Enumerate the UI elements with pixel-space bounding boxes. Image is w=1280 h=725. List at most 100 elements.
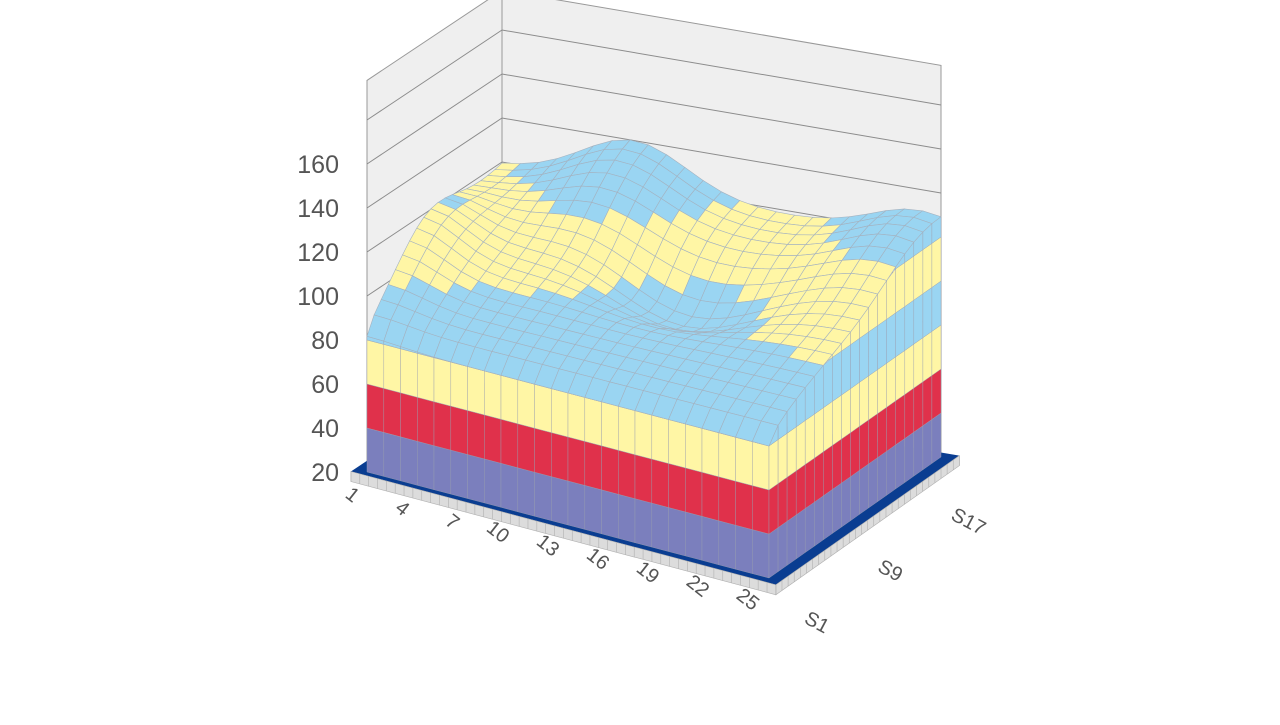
side-face-cell <box>931 280 942 332</box>
front-face-cell <box>400 436 418 486</box>
front-face-cell <box>433 401 451 451</box>
x-tick-label: 4 <box>391 497 413 521</box>
front-face-cell <box>383 344 401 394</box>
front-face-cell <box>500 375 518 425</box>
side-face-cell <box>796 464 806 516</box>
side-face-cell <box>913 293 924 345</box>
side-face-cell <box>922 331 933 383</box>
side-face-cell <box>877 450 887 502</box>
front-face-cell <box>534 471 552 521</box>
side-face-cell <box>904 299 914 351</box>
side-face-cell <box>832 394 842 446</box>
front-face-cell <box>567 480 585 530</box>
wall-gridline <box>366 161 942 253</box>
front-face-cell <box>685 467 703 517</box>
front-face-cell <box>735 436 753 486</box>
z-tick-label: 100 <box>297 283 339 311</box>
side-face-cell <box>895 306 905 358</box>
y-tick-label: S17 <box>947 504 989 540</box>
front-face-cell <box>450 449 468 499</box>
side-face-cell <box>877 362 887 414</box>
side-face-cell <box>886 400 896 452</box>
z-tick-label: 60 <box>311 371 339 399</box>
side-face-cell <box>777 476 788 528</box>
front-face-cell <box>735 524 753 574</box>
front-face-cell <box>383 432 401 482</box>
side-face-cell <box>913 381 924 433</box>
z-tick-label: 120 <box>297 239 339 267</box>
surface-plot <box>366 139 942 579</box>
side-face-cell <box>814 495 824 547</box>
front-face-cell <box>366 339 384 389</box>
front-face-cell <box>718 520 736 570</box>
front-face-cell <box>567 436 585 486</box>
side-face-cell <box>904 387 914 439</box>
front-face-cell <box>450 405 468 455</box>
x-tick-label: 7 <box>441 510 463 534</box>
side-face-cell <box>832 350 842 402</box>
side-face-cell <box>922 243 933 295</box>
front-face-cell <box>718 432 736 482</box>
side-face-cell <box>832 438 842 490</box>
front-face-cell <box>484 414 502 464</box>
side-face-cell <box>913 249 924 301</box>
side-face-cell <box>823 489 833 541</box>
front-face-cell <box>534 383 552 433</box>
side-face-cell <box>823 401 833 453</box>
side-face-cell <box>859 419 869 471</box>
side-face-cell <box>814 451 824 503</box>
z-tick-label: 140 <box>297 195 339 223</box>
front-face-cell <box>417 441 435 490</box>
side-face-cell <box>777 432 788 484</box>
side-face-cell <box>841 432 851 484</box>
wall-gridline <box>366 73 942 165</box>
side-face-cell <box>868 457 878 509</box>
side-face-cell <box>850 469 860 522</box>
front-face-cell <box>634 498 652 548</box>
side-face-cell <box>786 426 797 478</box>
front-face-cell <box>668 419 686 469</box>
side-face-cell <box>895 394 905 446</box>
front-face-cell <box>601 445 619 495</box>
z-tick-label: 40 <box>311 415 339 443</box>
front-face-cell <box>500 419 518 469</box>
side-face-cell <box>922 287 933 339</box>
front-face-cell <box>651 502 669 552</box>
side-face-cell <box>931 236 942 288</box>
front-face-cell <box>618 450 636 499</box>
side-face-cell <box>922 419 933 471</box>
front-face-cell <box>584 485 602 535</box>
front-face-cell <box>517 423 535 473</box>
front-face-cell <box>551 388 569 438</box>
side-face-cell <box>796 508 806 560</box>
side-face-cell <box>859 375 869 427</box>
front-face-cell <box>484 458 502 508</box>
side-face-cell <box>886 356 896 408</box>
z-axis: 20 40 60 80 100 120 140 160 <box>297 151 339 487</box>
front-face-cell <box>685 423 703 473</box>
side-face-cell <box>904 431 914 483</box>
y-tick-label: S9 <box>874 556 906 587</box>
side-face-cell <box>786 514 797 566</box>
side-face-cell <box>904 255 914 307</box>
side-face-cell <box>877 318 887 370</box>
front-face-cell <box>601 489 619 539</box>
wall-gridline <box>366 29 942 121</box>
side-face-cell <box>913 425 924 477</box>
front-face-cell <box>634 410 652 460</box>
front-face-cell <box>618 406 636 455</box>
side-face-cell <box>823 356 833 409</box>
front-face-cell <box>651 458 669 508</box>
side-face-cell <box>814 407 824 459</box>
front-face-cell <box>701 472 719 522</box>
front-face-cell <box>584 397 602 447</box>
front-face-cell <box>551 432 569 482</box>
front-face-cell <box>718 476 736 526</box>
side-face-cell <box>859 463 869 515</box>
side-face-cell <box>931 412 942 464</box>
side-face-cell <box>895 262 905 314</box>
side-face-cell <box>805 457 815 509</box>
side-face-cell <box>895 438 905 490</box>
